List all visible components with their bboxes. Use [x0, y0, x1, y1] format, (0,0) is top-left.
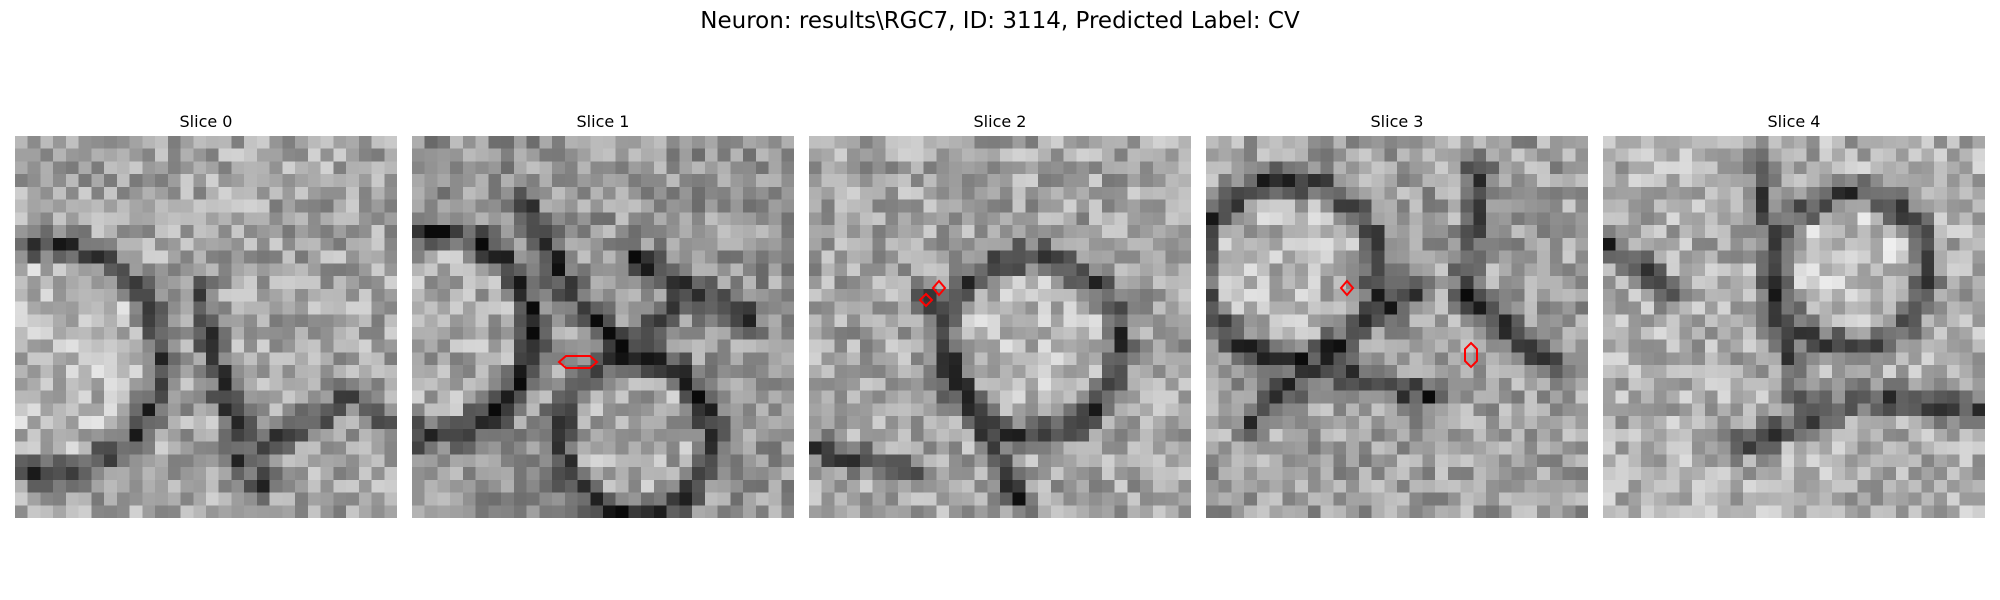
slice-panel-3: Slice 3 [1206, 110, 1588, 518]
slice-title: Slice 2 [973, 112, 1027, 131]
slice-panel-4: Slice 4 [1603, 110, 1985, 518]
slice-canvas [1206, 136, 1588, 518]
slice-panel-2: Slice 2 [809, 110, 1191, 518]
slice-image-1 [412, 136, 794, 518]
slice-title: Slice 3 [1370, 112, 1424, 131]
slice-canvas [412, 136, 794, 518]
slice-panel-0: Slice 0 [15, 110, 397, 518]
slice-canvas [809, 136, 1191, 518]
slice-image-3 [1206, 136, 1588, 518]
slice-title: Slice 1 [576, 112, 630, 131]
slice-canvas [1603, 136, 1985, 518]
figure-title: Neuron: results\RGC7, ID: 3114, Predicte… [700, 8, 1300, 34]
slice-image-4 [1603, 136, 1985, 518]
slice-image-0 [15, 136, 397, 518]
slice-title: Slice 4 [1767, 112, 1821, 131]
slice-title: Slice 0 [179, 112, 233, 131]
slice-image-2 [809, 136, 1191, 518]
slice-panel-1: Slice 1 [412, 110, 794, 518]
slice-canvas [15, 136, 397, 518]
